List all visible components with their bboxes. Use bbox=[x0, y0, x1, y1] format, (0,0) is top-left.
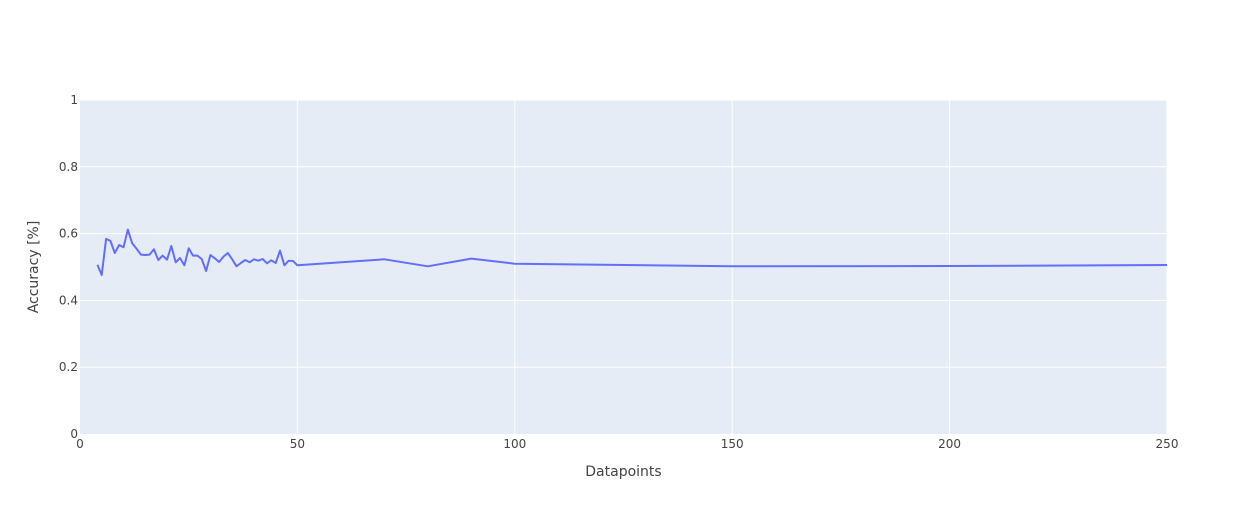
data-point bbox=[287, 259, 291, 263]
data-point bbox=[274, 261, 278, 265]
data-point bbox=[95, 263, 99, 267]
data-point bbox=[169, 244, 173, 248]
data-point bbox=[139, 253, 143, 257]
data-point bbox=[261, 257, 265, 261]
data-point bbox=[295, 263, 299, 267]
data-point bbox=[426, 264, 430, 268]
series-line bbox=[96, 228, 1168, 276]
data-point bbox=[178, 256, 182, 260]
data-point bbox=[204, 269, 208, 273]
data-point bbox=[291, 259, 295, 263]
data-point bbox=[191, 254, 195, 258]
data-point bbox=[513, 262, 517, 266]
data-point bbox=[165, 258, 169, 262]
data-point bbox=[248, 260, 252, 264]
data-point bbox=[226, 251, 230, 255]
data-point bbox=[217, 260, 221, 264]
y-tick-label: 1 bbox=[70, 93, 78, 107]
data-point bbox=[126, 228, 130, 232]
y-tick-label: 0.8 bbox=[59, 160, 78, 174]
data-point bbox=[221, 255, 225, 259]
x-tick-label: 0 bbox=[76, 437, 84, 451]
x-tick-label: 100 bbox=[503, 437, 526, 451]
data-point bbox=[256, 259, 260, 263]
plot-background bbox=[80, 100, 1167, 434]
x-axis-title: Datapoints bbox=[585, 464, 661, 480]
data-point bbox=[200, 257, 204, 261]
data-point bbox=[104, 237, 108, 241]
data-point bbox=[252, 257, 256, 261]
data-point bbox=[382, 257, 386, 261]
data-point bbox=[152, 247, 156, 251]
data-point bbox=[108, 239, 112, 243]
data-point bbox=[195, 254, 199, 258]
series-layer bbox=[95, 228, 1169, 277]
data-point bbox=[156, 258, 160, 262]
data-point bbox=[135, 247, 139, 251]
x-axis-ticks: 0 50 100 150 200 250 bbox=[76, 437, 1178, 451]
x-tick-label: 250 bbox=[1156, 437, 1179, 451]
data-point bbox=[117, 243, 121, 247]
data-point bbox=[213, 256, 217, 260]
data-point bbox=[161, 254, 165, 258]
data-point bbox=[182, 263, 186, 267]
y-axis-ticks: 0 0.2 0.4 0.6 0.8 1 bbox=[59, 93, 78, 441]
data-point bbox=[148, 253, 152, 257]
data-point bbox=[269, 258, 273, 262]
data-point bbox=[282, 263, 286, 267]
y-tick-label: 0.4 bbox=[59, 293, 78, 307]
data-point bbox=[948, 264, 952, 268]
x-tick-label: 50 bbox=[290, 437, 305, 451]
data-point bbox=[239, 261, 243, 265]
y-tick-label: 0.2 bbox=[59, 360, 78, 374]
data-point bbox=[243, 258, 247, 262]
data-point bbox=[100, 273, 104, 277]
y-axis-title: Accuracy [%] bbox=[26, 221, 42, 314]
data-point bbox=[730, 264, 734, 268]
x-tick-label: 200 bbox=[938, 437, 961, 451]
data-point bbox=[130, 241, 134, 245]
data-point bbox=[121, 245, 125, 249]
data-point bbox=[113, 251, 117, 255]
data-point bbox=[469, 257, 473, 261]
data-point bbox=[174, 260, 178, 264]
data-point bbox=[278, 249, 282, 253]
data-point bbox=[187, 246, 191, 250]
data-point bbox=[208, 253, 212, 257]
data-point bbox=[1165, 263, 1169, 267]
data-point bbox=[230, 257, 234, 261]
data-point bbox=[265, 261, 269, 265]
data-point bbox=[235, 264, 239, 268]
data-point bbox=[143, 253, 147, 257]
x-tick-label: 150 bbox=[721, 437, 744, 451]
y-tick-label: 0.6 bbox=[59, 227, 78, 241]
y-tick-label: 0 bbox=[70, 427, 78, 441]
gridlines bbox=[80, 99, 1168, 434]
